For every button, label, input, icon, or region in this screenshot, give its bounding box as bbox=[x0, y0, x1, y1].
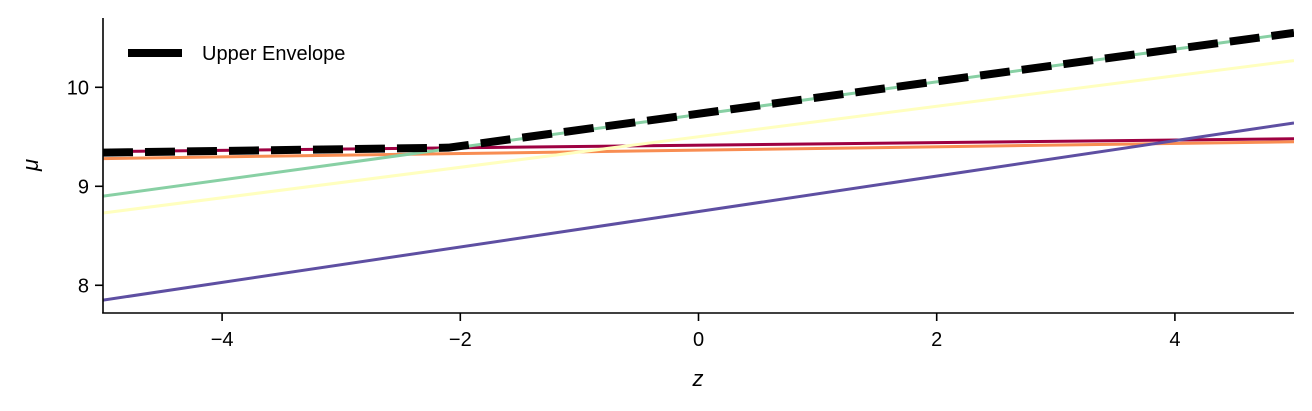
series-line-2 bbox=[103, 140, 1294, 161]
series-line-3 bbox=[103, 59, 1294, 215]
y-tick-label: 9 bbox=[78, 176, 89, 198]
series-line-5 bbox=[103, 121, 1294, 302]
legend-label-upper-envelope: Upper Envelope bbox=[202, 43, 345, 65]
x-ticks: −4 −2 0 2 4 bbox=[211, 313, 1180, 351]
legend: Upper Envelope bbox=[128, 43, 345, 65]
x-tick-label: 0 bbox=[693, 329, 704, 351]
x-tick-label: −4 bbox=[211, 329, 234, 351]
y-axis-label: μ bbox=[18, 159, 43, 172]
x-tick-label: 2 bbox=[931, 329, 942, 351]
x-axis-label: z bbox=[692, 366, 704, 391]
series-layer bbox=[103, 28, 1294, 302]
series-line-1 bbox=[103, 137, 1294, 154]
x-tick-label: −2 bbox=[449, 329, 472, 351]
y-tick-label: 10 bbox=[67, 77, 89, 99]
series-upper-envelope bbox=[103, 28, 1294, 157]
y-ticks: 8 9 10 bbox=[67, 77, 103, 297]
x-tick-label: 4 bbox=[1169, 329, 1180, 351]
y-tick-label: 8 bbox=[78, 275, 89, 297]
